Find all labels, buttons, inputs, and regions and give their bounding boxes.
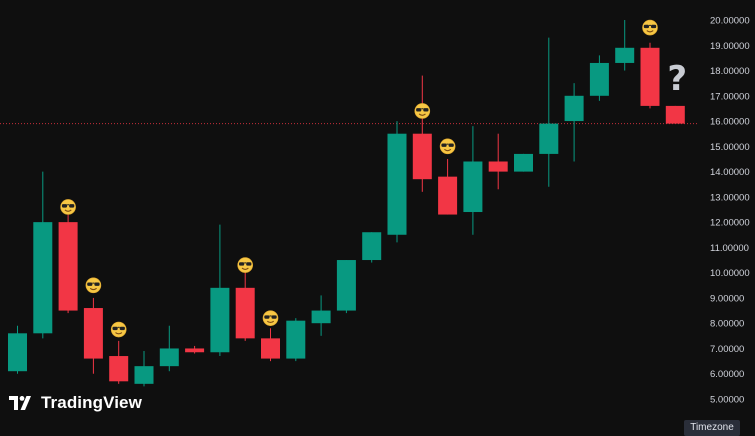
candle-2013[interactable]	[336, 260, 356, 314]
candle-body	[514, 153, 533, 172]
candles-group	[8, 20, 685, 387]
candle-2011[interactable]	[286, 318, 306, 362]
candle-body	[286, 320, 306, 359]
y-tick-label: 17.00000	[710, 91, 750, 102]
candle-2023[interactable]	[589, 55, 609, 101]
candle-2007[interactable]	[185, 345, 205, 354]
candle-2006[interactable]	[159, 325, 179, 372]
candle-body	[488, 161, 508, 172]
candle-2008[interactable]	[210, 224, 230, 357]
sunglasses-emoji-icon	[237, 257, 253, 273]
y-tick-label: 9.00000	[710, 293, 744, 304]
candle-2009[interactable]	[235, 262, 255, 341]
candle-2015[interactable]	[387, 121, 407, 243]
candle-2000[interactable]	[8, 325, 27, 374]
sunglasses-emoji-icon	[85, 277, 102, 294]
y-tick-label: 20.00000	[710, 16, 750, 27]
sunglasses-emoji-icon	[110, 321, 127, 338]
candle-body	[539, 123, 559, 154]
y-tick-label: 15.00000	[710, 142, 750, 153]
candle-2003[interactable]	[83, 297, 103, 374]
candle-body	[615, 47, 635, 63]
candle-2001[interactable]	[33, 171, 53, 339]
candle-body	[261, 338, 280, 359]
candle-body	[235, 287, 255, 339]
candle-body	[109, 356, 129, 382]
sunglasses-emoji-icon	[262, 310, 279, 326]
candle-2026[interactable]	[665, 105, 685, 124]
candle-2010[interactable]	[261, 328, 280, 362]
candle-body	[185, 348, 205, 353]
candle-body	[8, 333, 27, 372]
y-tick-label: 7.00000	[710, 344, 744, 355]
sunglasses-emoji-icon	[439, 138, 456, 155]
candle-body	[589, 62, 609, 96]
y-tick-label: 8.00000	[710, 319, 744, 330]
candlestick-chart[interactable]: ? 20.00000 19.00000 18.00000 17.00000 16.000…	[0, 0, 755, 415]
candle-2024[interactable]	[615, 20, 635, 71]
tradingview-logo[interactable]: TradingView	[9, 393, 142, 413]
sunglasses-emoji-icon	[414, 103, 431, 119]
chart-background	[0, 0, 755, 415]
candle-body	[438, 176, 458, 215]
y-tick-label: 13.00000	[710, 192, 750, 203]
y-tick-label: 6.00000	[710, 369, 744, 380]
timezone-button[interactable]: Timezone	[684, 420, 740, 436]
candle-body	[159, 348, 179, 367]
candle-body	[134, 366, 154, 384]
y-tick-label: 10.00000	[710, 268, 750, 279]
candle-2020[interactable]	[514, 153, 533, 172]
candle-body	[311, 310, 331, 324]
candle-body	[58, 222, 78, 311]
y-tick-label: 5.00000	[710, 395, 744, 406]
candle-2012[interactable]	[311, 295, 331, 336]
question-mark-icon: ?	[667, 59, 687, 99]
candle-body	[387, 133, 407, 235]
candle-body	[564, 95, 584, 122]
y-tick-label: 12.00000	[710, 218, 750, 229]
candle-body	[336, 260, 356, 311]
candle-2014[interactable]	[362, 232, 382, 263]
candle-body	[362, 232, 382, 261]
candle-body	[463, 161, 483, 213]
sunglasses-emoji-icon	[642, 19, 658, 36]
y-tick-label: 18.00000	[710, 66, 750, 77]
candle-2005[interactable]	[134, 350, 154, 387]
candle-2004[interactable]	[109, 340, 129, 384]
y-tick-label: 14.00000	[710, 167, 750, 178]
candle-body	[412, 133, 432, 180]
candle-2021[interactable]	[539, 37, 559, 187]
candle-2016[interactable]	[412, 75, 432, 192]
candle-body	[665, 105, 685, 124]
candle-2019[interactable]	[488, 133, 508, 190]
candle-2022[interactable]	[564, 83, 584, 162]
candle-2017[interactable]	[438, 158, 458, 215]
annotations-group: ?	[60, 19, 687, 338]
candle-2002[interactable]	[58, 214, 78, 314]
y-tick-label: 19.00000	[710, 41, 750, 52]
candle-body	[210, 287, 230, 353]
candle-body	[640, 47, 660, 106]
candle-2018[interactable]	[463, 126, 483, 235]
candle-2025[interactable]	[640, 42, 660, 109]
logo-text: TradingView	[41, 393, 142, 412]
y-tick-label: 11.00000	[710, 243, 749, 254]
candle-body	[33, 222, 53, 334]
y-tick-label: 16.00000	[710, 117, 750, 128]
tradingview-logo-icon	[9, 396, 31, 410]
candle-body	[83, 308, 103, 359]
sunglasses-emoji-icon	[60, 199, 76, 215]
price-axis[interactable]: 20.00000 19.00000 18.00000 17.00000 16.00000…	[710, 16, 750, 406]
